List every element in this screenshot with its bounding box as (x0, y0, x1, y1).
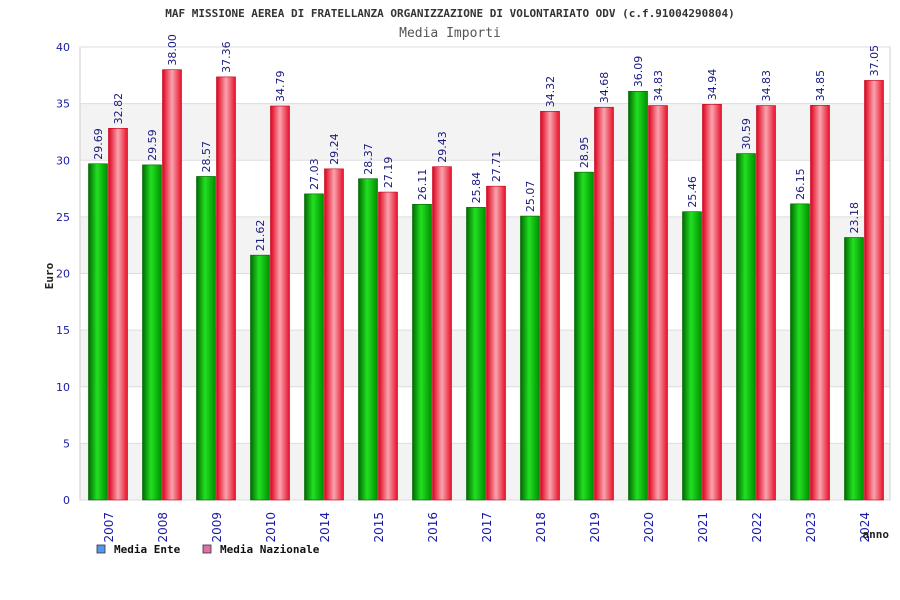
bar-value-label: 25.84 (470, 172, 483, 204)
x-tick-label: 2021 (696, 512, 710, 543)
bar-media-nazionale (864, 80, 884, 501)
bar-media-ente (682, 211, 702, 501)
bar-value-label: 27.71 (490, 151, 503, 183)
bar-value-label: 34.32 (544, 76, 557, 108)
x-tick-label: 2007 (102, 512, 116, 543)
bar-value-label: 27.19 (382, 157, 395, 189)
x-tick-label: 2017 (480, 512, 494, 543)
bar-media-ente (412, 204, 432, 501)
x-tick-label: 2008 (156, 512, 170, 543)
legend: Media Ente Media Nazionale (96, 543, 320, 556)
bar-value-label: 34.68 (598, 72, 611, 104)
bar-value-label: 29.69 (92, 128, 105, 160)
bars: 29.69 32.82 29.59 38.00 28.57 37.36 21.62 34.79… (88, 34, 884, 501)
y-tick-label: 20 (56, 268, 70, 281)
bar-media-ente (304, 193, 324, 501)
bar-media-nazionale (702, 104, 722, 501)
bar-value-label: 34.85 (814, 70, 827, 102)
bar-media-ente (520, 215, 540, 501)
bar-value-label: 28.37 (362, 143, 375, 175)
bar-media-ente (790, 203, 810, 501)
bar-value-label: 34.83 (652, 70, 665, 102)
bar-media-ente (88, 163, 108, 501)
bar-media-nazionale (540, 111, 560, 501)
x-tick-label: 2020 (642, 512, 656, 543)
bar-media-nazionale (162, 69, 182, 501)
x-tick-label: 2023 (804, 512, 818, 543)
bar-value-label: 29.24 (328, 133, 341, 165)
bar-media-ente (574, 171, 594, 501)
x-tick-label: 2010 (264, 512, 278, 543)
x-tick-label: 2015 (372, 512, 386, 543)
bar-value-label: 29.59 (146, 129, 159, 161)
legend-swatch-media-nazionale (202, 544, 212, 554)
x-tick-label: 2022 (750, 512, 764, 543)
plot-band (80, 103, 890, 161)
bar-media-ente (628, 90, 648, 501)
bar-value-label: 29.43 (436, 131, 449, 163)
bar-media-ente (250, 254, 270, 501)
bar-value-label: 30.59 (740, 118, 753, 150)
bar-value-label: 25.46 (686, 176, 699, 208)
y-tick-label: 15 (56, 324, 70, 337)
bar-value-label: 34.94 (706, 69, 719, 101)
x-axis-ticks: 2007 2008 2009 2010 2014 2015 2016 2017 2018 2019… (102, 512, 872, 543)
x-tick-label: 2014 (318, 512, 332, 543)
bar-media-ente (358, 178, 378, 501)
bar-value-label: 26.11 (416, 169, 429, 201)
bar-media-nazionale (270, 105, 290, 501)
y-tick-label: 35 (56, 98, 70, 111)
y-tick-label: 5 (63, 437, 70, 450)
bar-media-nazionale (324, 168, 344, 501)
bar-media-nazionale (108, 128, 128, 501)
chart-subtitle: Media Importi (399, 26, 501, 41)
bar-value-label: 37.05 (868, 45, 881, 77)
y-tick-label: 30 (56, 154, 70, 167)
y-tick-label: 25 (56, 211, 70, 224)
bar-media-ente (142, 164, 162, 501)
bar-value-label: 34.79 (274, 71, 287, 103)
bar-value-label: 36.09 (632, 56, 645, 88)
bar-media-nazionale (594, 106, 614, 501)
legend-label-media-ente: Media Ente (114, 543, 181, 556)
x-tick-label: 2019 (588, 512, 602, 543)
bar-value-label: 32.82 (112, 93, 125, 125)
bar-media-nazionale (486, 185, 506, 501)
y-axis-label: Euro (43, 262, 56, 289)
y-tick-label: 40 (56, 41, 70, 54)
bar-value-label: 37.36 (220, 41, 233, 73)
bar-value-label: 25.07 (524, 181, 537, 213)
chart-title: MAF MISSIONE AEREA DI FRATELLANZA ORGANI… (165, 7, 735, 20)
bar-media-nazionale (432, 166, 452, 501)
x-tick-label: 2016 (426, 512, 440, 543)
bar-media-ente (736, 153, 756, 501)
bar-media-nazionale (216, 76, 236, 501)
legend-swatch-media-ente (96, 544, 106, 554)
bar-media-nazionale (810, 105, 830, 501)
bar-value-label: 21.62 (254, 220, 267, 252)
plot-band (80, 47, 890, 104)
x-tick-label: 2024 (858, 512, 872, 543)
legend-label-media-nazionale: Media Nazionale (220, 543, 320, 556)
bar-value-label: 26.15 (794, 168, 807, 200)
bar-value-label: 34.83 (760, 70, 773, 102)
bar-value-label: 27.03 (308, 158, 321, 190)
bar-value-label: 28.95 (578, 137, 591, 169)
y-tick-label: 0 (63, 494, 70, 507)
y-tick-label: 10 (56, 381, 70, 394)
bar-media-ente (196, 176, 216, 501)
bar-media-nazionale (378, 191, 398, 501)
bar-media-ente (844, 237, 864, 501)
bar-media-nazionale (756, 105, 776, 501)
bar-media-nazionale (648, 105, 668, 501)
bar-value-label: 38.00 (166, 34, 179, 66)
bar-value-label: 23.18 (848, 202, 861, 234)
x-tick-label: 2009 (210, 512, 224, 543)
x-axis-label: anno (863, 528, 890, 541)
y-axis-ticks: 0 5 10 15 20 25 30 35 40 (56, 41, 70, 507)
bar-media-ente (466, 207, 486, 501)
bar-value-label: 28.57 (200, 141, 213, 173)
x-tick-label: 2018 (534, 512, 548, 543)
